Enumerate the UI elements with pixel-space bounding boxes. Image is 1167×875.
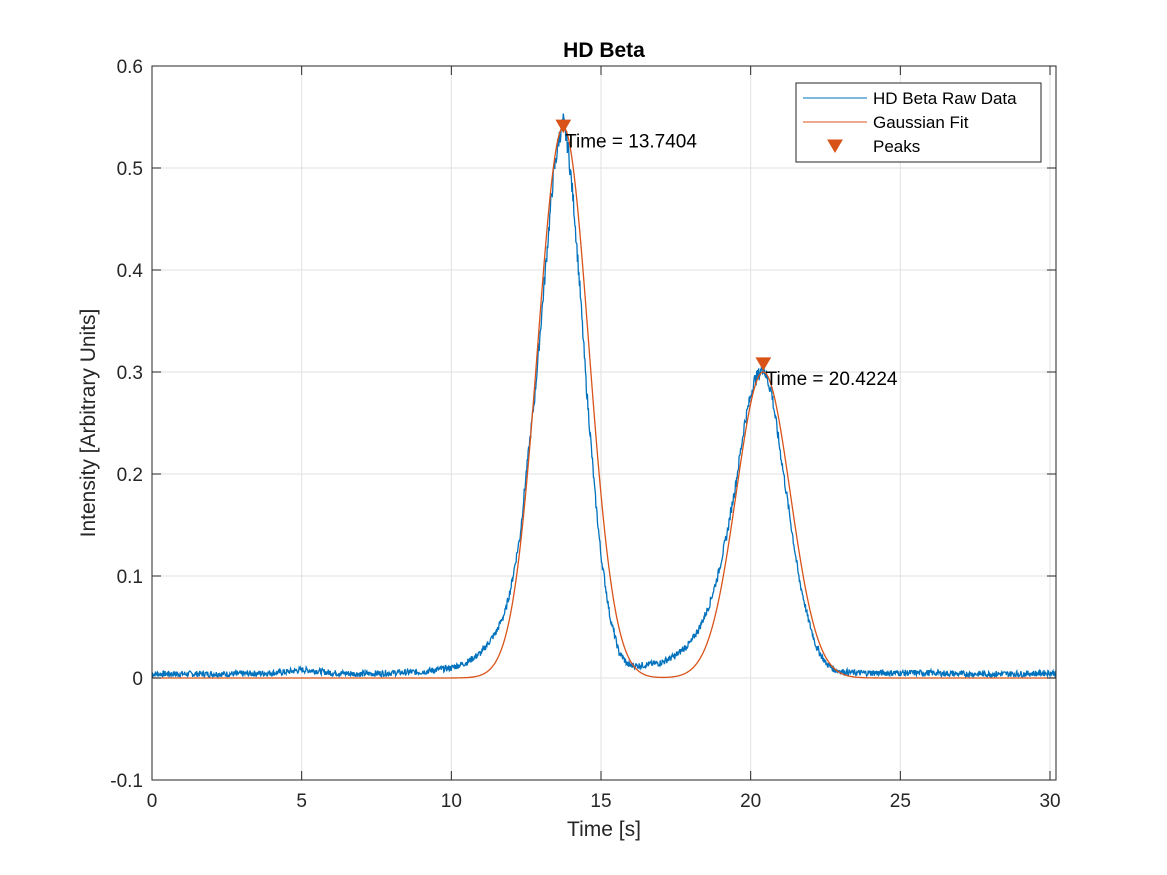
y-tick-label: -0.1 — [110, 771, 143, 792]
gaussian-fit-line — [152, 126, 1056, 679]
legend-label-fit: Gaussian Fit — [873, 113, 969, 132]
x-tick-label: 25 — [890, 791, 911, 812]
x-tick-label: 30 — [1039, 791, 1060, 812]
x-tick-label: 10 — [441, 791, 462, 812]
plot-background — [152, 66, 1056, 780]
grid — [151, 65, 1056, 781]
y-tick-label: 0.5 — [117, 159, 143, 180]
x-tick-label: 0 — [147, 791, 158, 812]
series-layer — [151, 113, 1057, 680]
axes-ticks: 0 5 10 15 20 25 30-0.100.10.20.30.40.50.6 — [110, 57, 1060, 812]
x-axis-label: Time [s] — [567, 818, 641, 841]
x-tick-label: 5 — [296, 791, 307, 812]
raw-data-line — [151, 113, 1057, 680]
plot-box — [151, 65, 1057, 781]
chart-title: HD Beta — [563, 39, 645, 62]
y-tick-label: 0.2 — [117, 465, 143, 486]
peak-annotation: Time = 13.7404 — [565, 131, 697, 152]
y-tick-label: 0.6 — [117, 57, 143, 78]
y-tick-label: 0.4 — [117, 261, 144, 282]
legend-label-raw: HD Beta Raw Data — [873, 89, 1017, 108]
y-axis-label: Intensity [Arbitrary Units] — [77, 309, 100, 538]
legend-marker-peaks — [827, 139, 843, 153]
legend: HD Beta Raw Data Gaussian Fit Peaks — [795, 82, 1042, 163]
annotations: Time = 13.7404 Time = 20.4224 — [565, 131, 898, 390]
peak-marker — [755, 357, 772, 371]
y-tick-label: 0.3 — [117, 363, 143, 384]
x-tick-label: 15 — [590, 791, 611, 812]
y-tick-label: 0.1 — [117, 567, 143, 588]
legend-label-peaks: Peaks — [873, 137, 920, 156]
x-tick-label: 20 — [740, 791, 761, 812]
y-tick-label: 0 — [132, 669, 143, 690]
peak-marker — [555, 119, 572, 134]
peak-annotation: Time = 20.4224 — [766, 369, 898, 390]
